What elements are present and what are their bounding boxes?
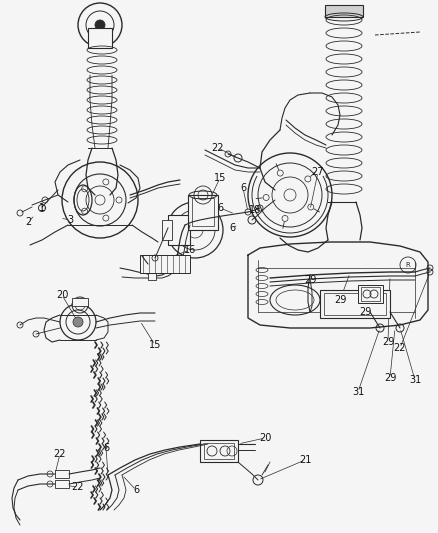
Text: 20: 20 <box>56 290 68 300</box>
Bar <box>188 195 218 230</box>
Bar <box>324 293 386 315</box>
Bar <box>361 287 380 301</box>
Bar <box>320 290 390 318</box>
Text: 29: 29 <box>304 275 316 285</box>
Text: 31: 31 <box>409 375 421 385</box>
Text: 29: 29 <box>382 337 394 347</box>
Bar <box>192 198 214 226</box>
Text: 6: 6 <box>217 203 223 213</box>
Bar <box>140 255 190 273</box>
Text: 29: 29 <box>359 307 371 317</box>
Bar <box>148 270 156 280</box>
Text: 22: 22 <box>72 482 84 492</box>
Circle shape <box>95 20 105 30</box>
Text: 1: 1 <box>39 203 45 213</box>
Bar <box>325 5 363 17</box>
Text: 18: 18 <box>249 205 261 215</box>
Bar <box>88 28 112 48</box>
Bar <box>200 440 238 462</box>
Text: 6: 6 <box>103 443 109 453</box>
Text: R: R <box>406 262 410 268</box>
Text: 16: 16 <box>184 245 196 255</box>
Bar <box>358 285 383 303</box>
Text: 29: 29 <box>334 295 346 305</box>
Text: 31: 31 <box>352 387 364 397</box>
Text: 6: 6 <box>240 183 246 193</box>
Text: 20: 20 <box>259 433 271 443</box>
Bar <box>55 470 69 478</box>
Bar <box>168 215 190 245</box>
Bar <box>55 480 69 488</box>
Text: 6: 6 <box>229 223 235 233</box>
Text: 22: 22 <box>212 143 224 153</box>
Text: 3: 3 <box>67 215 73 225</box>
Bar <box>204 443 234 459</box>
Text: 21: 21 <box>299 455 311 465</box>
Text: 29: 29 <box>384 373 396 383</box>
Bar <box>162 220 172 240</box>
Text: 27: 27 <box>312 167 324 177</box>
Text: 22: 22 <box>54 449 66 459</box>
Bar <box>72 298 88 306</box>
Text: 2: 2 <box>25 217 31 227</box>
Text: 15: 15 <box>149 340 161 350</box>
Circle shape <box>73 317 83 327</box>
Text: 15: 15 <box>214 173 226 183</box>
Text: 6: 6 <box>133 485 139 495</box>
Text: 22: 22 <box>394 343 406 353</box>
